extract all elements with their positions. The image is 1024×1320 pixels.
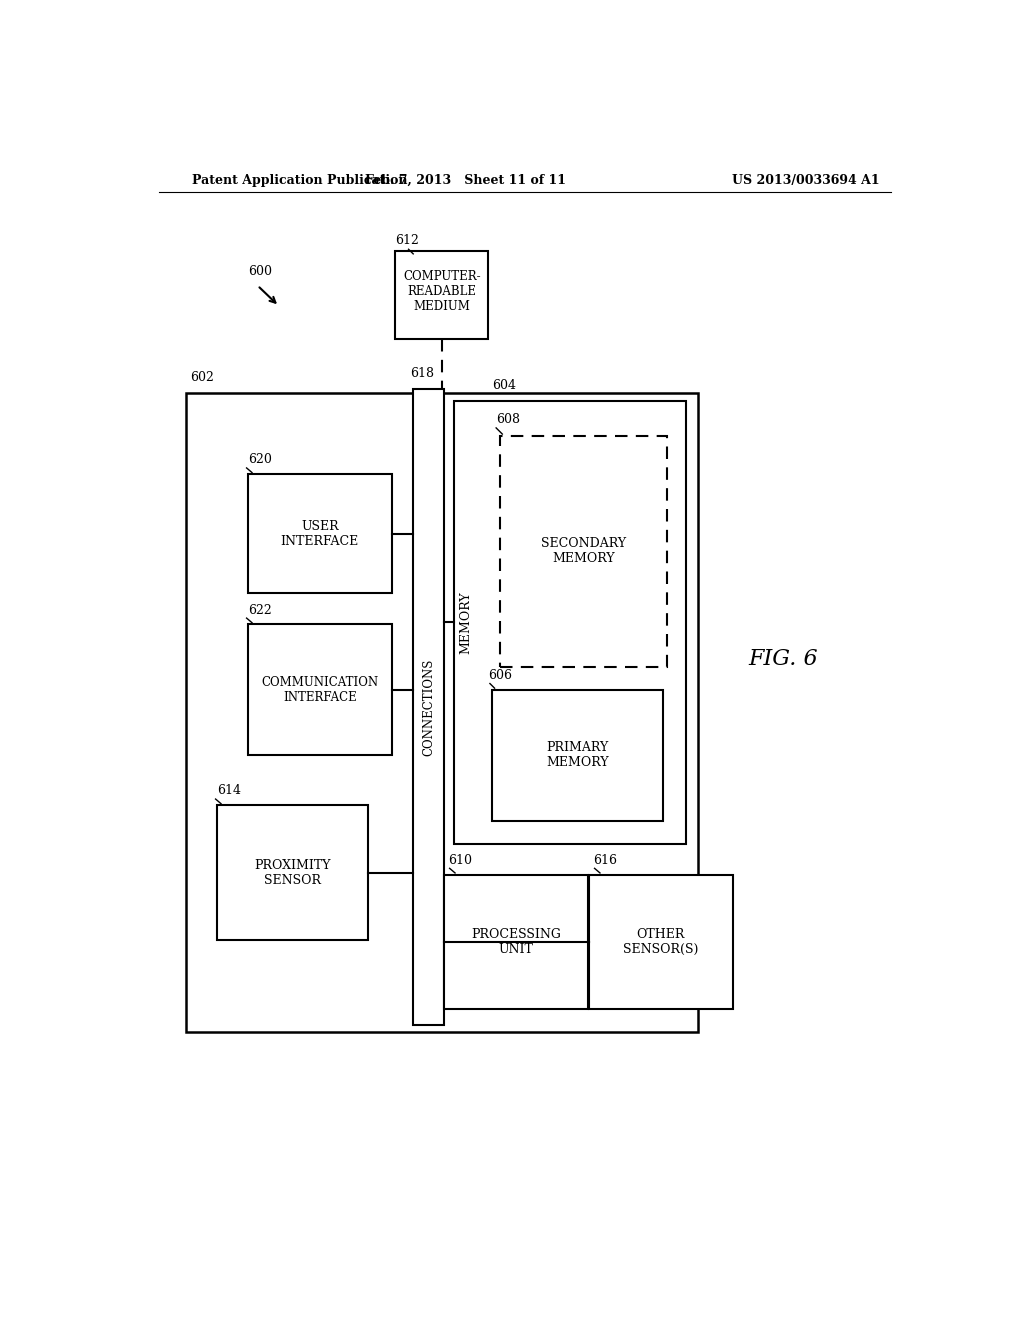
Text: 606: 606 <box>488 669 512 682</box>
Text: 614: 614 <box>217 784 241 797</box>
Bar <box>493 689 663 821</box>
Text: 612: 612 <box>395 234 419 247</box>
Bar <box>454 401 686 843</box>
Bar <box>186 393 697 1032</box>
Text: OTHER
SENSOR(S): OTHER SENSOR(S) <box>624 928 698 956</box>
Text: Feb. 7, 2013   Sheet 11 of 11: Feb. 7, 2013 Sheet 11 of 11 <box>365 174 565 187</box>
Text: PRIMARY
MEMORY: PRIMARY MEMORY <box>546 741 609 770</box>
Text: 602: 602 <box>190 371 214 384</box>
Bar <box>589 874 732 1010</box>
Text: 620: 620 <box>248 453 272 466</box>
Bar <box>248 624 391 755</box>
Text: US 2013/0033694 A1: US 2013/0033694 A1 <box>732 174 880 187</box>
Bar <box>248 474 391 594</box>
Text: 608: 608 <box>496 413 520 426</box>
Bar <box>217 805 369 940</box>
Text: MEMORY: MEMORY <box>460 591 472 653</box>
Bar <box>444 874 588 1010</box>
Text: 622: 622 <box>248 603 272 616</box>
Text: CONNECTIONS: CONNECTIONS <box>422 659 435 756</box>
Text: 604: 604 <box>493 379 516 392</box>
Bar <box>414 389 444 1024</box>
Text: FIG. 6: FIG. 6 <box>749 648 818 671</box>
Text: Patent Application Publication: Patent Application Publication <box>191 174 408 187</box>
Text: 610: 610 <box>449 854 472 867</box>
Bar <box>395 251 488 339</box>
Text: COMMUNICATION
INTERFACE: COMMUNICATION INTERFACE <box>261 676 379 704</box>
Text: USER
INTERFACE: USER INTERFACE <box>281 520 359 548</box>
Text: SECONDARY
MEMORY: SECONDARY MEMORY <box>541 537 626 565</box>
Bar <box>500 436 667 667</box>
Text: COMPUTER-
READABLE
MEDIUM: COMPUTER- READABLE MEDIUM <box>403 269 480 313</box>
Text: 600: 600 <box>248 265 272 277</box>
Text: PROXIMITY
SENSOR: PROXIMITY SENSOR <box>254 858 331 887</box>
Text: 616: 616 <box>593 854 617 867</box>
Text: 618: 618 <box>410 367 434 380</box>
Text: PROCESSING
UNIT: PROCESSING UNIT <box>471 928 561 956</box>
